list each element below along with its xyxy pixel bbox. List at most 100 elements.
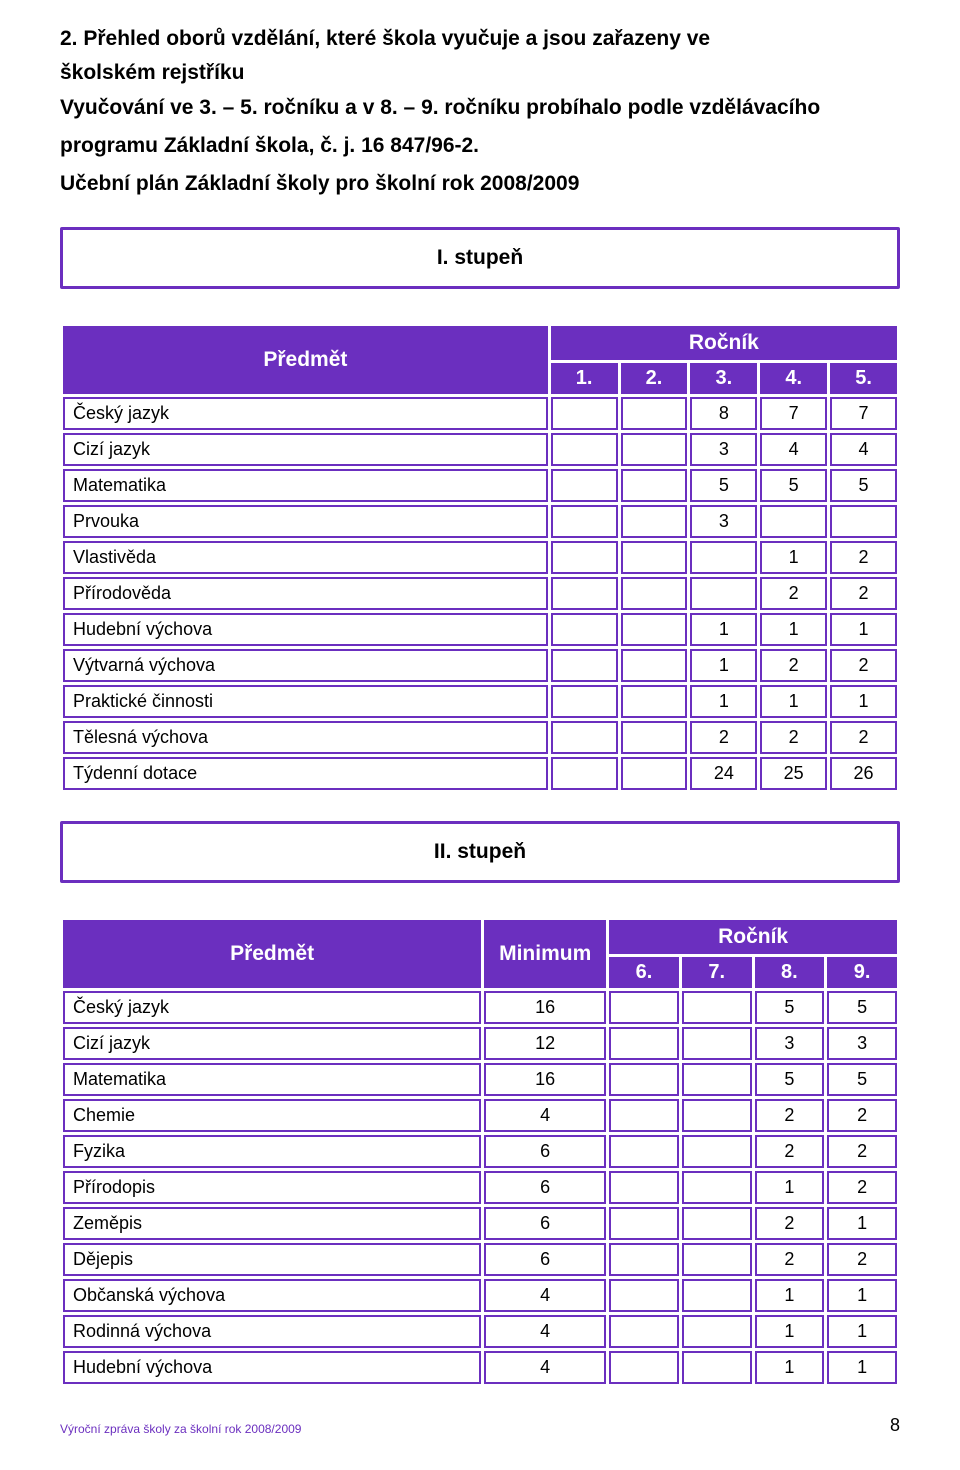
cell: 3 (690, 433, 757, 466)
table2-head-minimum: Minimum (484, 920, 606, 988)
cell: 1 (760, 541, 827, 574)
table-level2: Předmět Minimum Ročník 6.7.8.9. Český ja… (60, 917, 900, 1387)
cell: 2 (830, 649, 897, 682)
row-label: Matematika (63, 469, 548, 502)
row-label: Výtvarná výchova (63, 649, 548, 682)
cell: 2 (830, 721, 897, 754)
cell (621, 433, 688, 466)
cell (621, 505, 688, 538)
minimum-cell: 16 (484, 1063, 606, 1096)
row-label: Vlastivěda (63, 541, 548, 574)
table-row: Fyzika622 (63, 1135, 897, 1168)
table2-head-rocnik: Ročník (609, 920, 897, 954)
cell: 3 (755, 1027, 825, 1060)
cell: 2 (755, 1135, 825, 1168)
cell: 1 (760, 613, 827, 646)
level2-box: II. stupeň (60, 821, 900, 883)
row-label: Český jazyk (63, 991, 481, 1024)
cell (760, 505, 827, 538)
cell: 7 (760, 397, 827, 430)
table-row: Výtvarná výchova122 (63, 649, 897, 682)
cell: 24 (690, 757, 757, 790)
cell (621, 541, 688, 574)
table1-colnum: 3. (690, 363, 757, 394)
minimum-cell: 6 (484, 1135, 606, 1168)
cell (682, 1063, 752, 1096)
cell: 5 (755, 991, 825, 1024)
cell (621, 757, 688, 790)
minimum-cell: 6 (484, 1243, 606, 1276)
curriculum-title: Učební plán Základní školy pro školní ro… (60, 170, 900, 198)
cell (682, 991, 752, 1024)
cell: 5 (830, 469, 897, 502)
cell (609, 1207, 679, 1240)
cell: 1 (830, 613, 897, 646)
table-row: Cizí jazyk344 (63, 433, 897, 466)
cell (551, 541, 618, 574)
cell: 5 (827, 991, 897, 1024)
minimum-cell: 4 (484, 1279, 606, 1312)
cell (609, 991, 679, 1024)
table-row: Český jazyk877 (63, 397, 897, 430)
cell (682, 1099, 752, 1132)
table2-colnum: 7. (682, 957, 752, 988)
cell: 3 (690, 505, 757, 538)
cell: 26 (830, 757, 897, 790)
cell: 2 (830, 577, 897, 610)
table-row: Týdenní dotace242526 (63, 757, 897, 790)
cell (609, 1243, 679, 1276)
row-label: Chemie (63, 1099, 481, 1132)
cell: 2 (760, 721, 827, 754)
cell (682, 1027, 752, 1060)
cell (551, 469, 618, 502)
cell: 1 (760, 685, 827, 718)
cell (609, 1135, 679, 1168)
cell (609, 1027, 679, 1060)
cell (682, 1279, 752, 1312)
table-row: Hudební výchova111 (63, 613, 897, 646)
row-label: Cizí jazyk (63, 433, 548, 466)
table1-head-rocnik: Ročník (551, 326, 897, 360)
row-label: Přírodopis (63, 1171, 481, 1204)
table-row: Hudební výchova411 (63, 1351, 897, 1384)
table-row: Rodinná výchova411 (63, 1315, 897, 1348)
cell (609, 1099, 679, 1132)
cell: 2 (760, 649, 827, 682)
row-label: Přírodověda (63, 577, 548, 610)
cell: 1 (690, 613, 757, 646)
cell: 4 (830, 433, 897, 466)
cell: 2 (755, 1243, 825, 1276)
section-heading-line1: 2. Přehled oborů vzdělání, které škola v… (60, 25, 900, 53)
row-label: Hudební výchova (63, 1351, 481, 1384)
footer-text: Výroční zpráva školy za školní rok 2008/… (60, 1422, 301, 1436)
cell (621, 469, 688, 502)
row-label: Hudební výchova (63, 613, 548, 646)
cell (690, 541, 757, 574)
cell: 8 (690, 397, 757, 430)
table-row: Prvouka3 (63, 505, 897, 538)
cell (682, 1207, 752, 1240)
table-row: Český jazyk1655 (63, 991, 897, 1024)
cell: 1 (755, 1315, 825, 1348)
cell: 2 (827, 1243, 897, 1276)
cell: 2 (755, 1099, 825, 1132)
table-row: Tělesná výchova222 (63, 721, 897, 754)
row-label: Fyzika (63, 1135, 481, 1168)
cell: 1 (830, 685, 897, 718)
row-label: Zeměpis (63, 1207, 481, 1240)
table-row: Zeměpis621 (63, 1207, 897, 1240)
table1-colnum: 5. (830, 363, 897, 394)
table-row: Matematika555 (63, 469, 897, 502)
cell (551, 613, 618, 646)
row-label: Občanská výchova (63, 1279, 481, 1312)
cell: 1 (827, 1207, 897, 1240)
cell (551, 577, 618, 610)
table-row: Dějepis622 (63, 1243, 897, 1276)
minimum-cell: 6 (484, 1171, 606, 1204)
cell (621, 649, 688, 682)
cell (682, 1315, 752, 1348)
table-row: Cizí jazyk1233 (63, 1027, 897, 1060)
cell: 4 (760, 433, 827, 466)
cell: 5 (827, 1063, 897, 1096)
table2-head-predmet: Předmět (63, 920, 481, 988)
